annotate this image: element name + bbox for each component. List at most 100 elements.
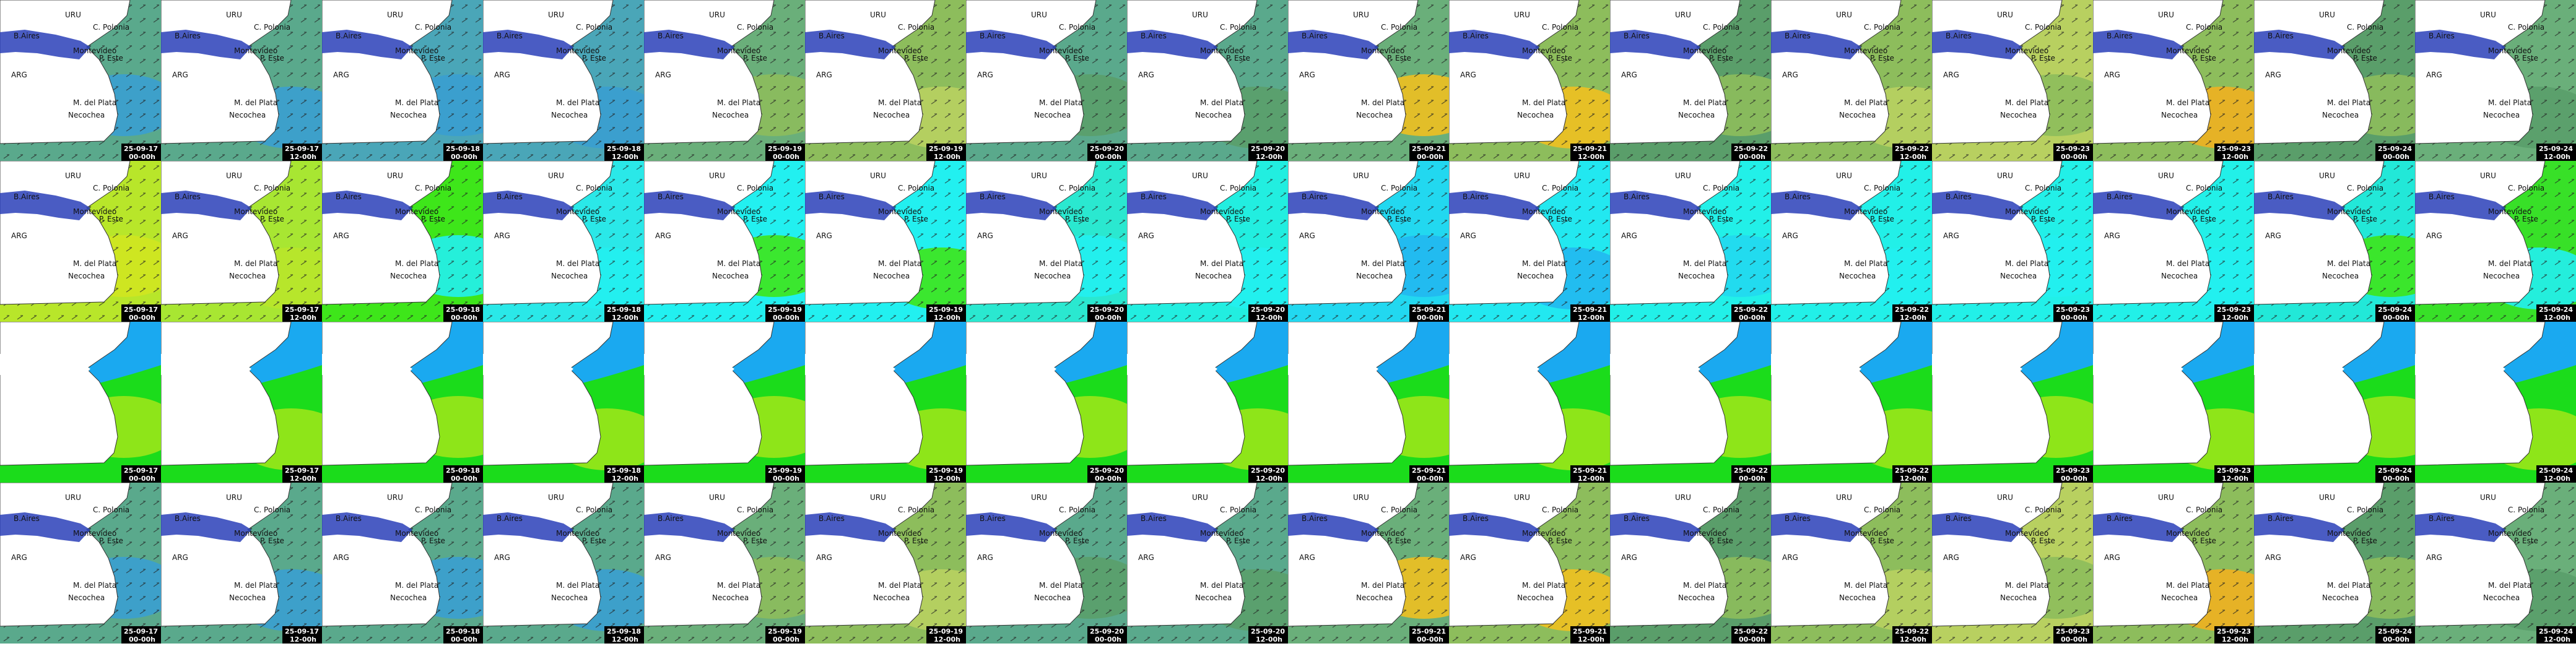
place-label: Necochea <box>68 111 105 119</box>
place-label: B.Aires <box>497 32 523 40</box>
place-label: Montevideo <box>234 207 277 216</box>
time-stamp: 00-00h <box>2383 153 2409 161</box>
date-stamp: 25-09-22 <box>1895 627 1929 635</box>
place-label: URU <box>709 493 725 502</box>
place-label: M. del Plata <box>1039 581 1082 590</box>
time-stamp: 12-00h <box>2544 153 2570 161</box>
time-stamp: 12-00h <box>934 314 960 322</box>
place-label: Montevideo <box>395 529 438 538</box>
place-label: B.Aires <box>658 32 684 40</box>
place-label: Montevideo <box>2488 529 2531 538</box>
river <box>161 351 251 381</box>
place-label: C. Polonia <box>1381 506 1417 514</box>
place-label: Montevideo <box>717 207 760 216</box>
place-label: ARG <box>977 553 993 562</box>
place-label: C. Polonia <box>2025 23 2061 32</box>
place-label: C. Polonia <box>576 23 612 32</box>
place-label: Necochea <box>873 593 910 602</box>
stamp-box <box>1409 144 1449 161</box>
river <box>1932 30 2022 59</box>
place-label: Necochea <box>2322 111 2359 119</box>
stamp-box <box>2536 626 2576 644</box>
place-label: P. Este <box>260 215 284 223</box>
place-label: B.Aires <box>1785 514 1811 523</box>
place-label: Necochea <box>1356 111 1393 119</box>
place-label: C. Polonia <box>254 184 290 192</box>
stamp-box <box>604 626 644 644</box>
stamp-box <box>121 465 161 483</box>
date-stamp: 25-09-19 <box>929 306 963 314</box>
river <box>322 512 412 542</box>
stamp-box <box>604 465 644 483</box>
place-label: P. Este <box>2353 536 2377 545</box>
place-label: ARG <box>977 71 993 79</box>
place-label: Montevideo <box>1683 46 1726 55</box>
place-label: ARG <box>1138 231 1154 240</box>
stamp-box <box>2053 144 2093 161</box>
place-label: M. del Plata <box>2005 259 2048 268</box>
place-label: M. del Plata <box>2005 98 2048 107</box>
place-label: URU <box>1353 171 1369 180</box>
river <box>0 30 90 59</box>
place-label: ARG <box>1299 71 1315 79</box>
river <box>644 512 734 542</box>
place-label: P. Este <box>99 54 123 62</box>
place-label: Necochea <box>1839 111 1876 119</box>
river <box>1610 351 1700 381</box>
river <box>2093 191 2183 220</box>
time-stamp: 00-00h <box>129 635 155 644</box>
place-label: P. Este <box>2353 54 2377 62</box>
place-label: Montevideo <box>2327 529 2370 538</box>
place-label: M. del Plata <box>1361 98 1404 107</box>
date-stamp: 25-09-19 <box>929 145 963 153</box>
river <box>2093 512 2183 542</box>
place-label: ARG <box>333 553 349 562</box>
place-label: URU <box>1192 11 1208 19</box>
river <box>2254 351 2344 381</box>
date-stamp: 25-09-17 <box>285 145 319 153</box>
place-label: M. del Plata <box>1683 259 1726 268</box>
place-label: Montevideo <box>2488 46 2531 55</box>
place-label: Necochea <box>2161 272 2198 280</box>
place-label: C. Polonia <box>737 23 773 32</box>
place-label: P. Este <box>2514 54 2538 62</box>
place-label: Necochea <box>2322 593 2359 602</box>
place-label: ARG <box>655 231 671 240</box>
place-label: Montevideo <box>1522 46 1565 55</box>
stamp-box <box>1087 465 1127 483</box>
place-label: Necochea <box>1195 593 1232 602</box>
place-label: M. del Plata <box>1361 581 1404 590</box>
place-label: ARG <box>1782 71 1798 79</box>
stamp-box <box>1892 144 1932 161</box>
place-label: P. Este <box>1065 536 1089 545</box>
stamp-box <box>765 465 805 483</box>
stamp-box <box>443 144 483 161</box>
place-label: B.Aires <box>980 32 1006 40</box>
time-stamp: 00-00h <box>2383 314 2409 322</box>
place-label: Necochea <box>2161 593 2198 602</box>
place-label: C. Polonia <box>2508 23 2544 32</box>
river <box>805 30 895 59</box>
place-label: P. Este <box>99 536 123 545</box>
place-label: B.Aires <box>14 192 40 201</box>
place-label: Necochea <box>551 111 588 119</box>
river <box>322 191 412 220</box>
river <box>2254 191 2344 220</box>
place-label: ARG <box>1621 553 1637 562</box>
place-label: C. Polonia <box>415 506 451 514</box>
river <box>1449 191 1539 220</box>
river <box>161 512 251 542</box>
stamp-box <box>765 144 805 161</box>
time-stamp: 00-00h <box>1095 314 1121 322</box>
date-stamp: 25-09-20 <box>1251 306 1285 314</box>
time-stamp: 00-00h <box>451 475 477 483</box>
